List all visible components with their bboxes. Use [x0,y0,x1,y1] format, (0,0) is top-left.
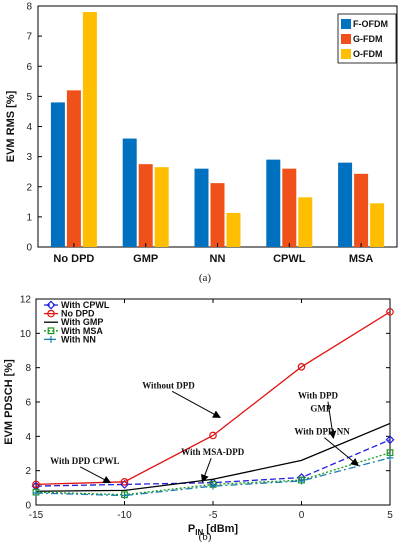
data-point [297,363,306,371]
annotation-arrow [79,466,112,484]
data-point [32,489,40,497]
data-point [47,309,55,318]
bar [282,168,297,247]
data-point [386,308,394,316]
legend-swatch [341,19,351,29]
bar [298,197,313,247]
y-tick-label: 12 [20,295,32,306]
y-axis-label: EVM RMS [%] [5,90,17,162]
category-label: No DPD [53,253,94,265]
bar [226,212,241,247]
y-tick-label: 3 [26,152,32,163]
y-tick-label: 8 [25,363,31,374]
y-tick-label: 10 [20,329,32,340]
y-tick-label: 4 [25,432,31,443]
y-tick-label: 0 [26,243,32,254]
series-line [35,311,391,486]
bar [82,12,97,248]
y-tick-label: 0 [25,501,31,512]
data-point [209,431,217,440]
legend-label: With MSA [61,326,103,336]
data-point [32,480,40,489]
data-point [120,478,129,486]
y-axis-label: EVM PDSCH [%] [3,359,15,445]
bar [194,168,209,247]
line-chart-b: 0 2 4 6 8 10 12 -15 -10 -5 0 5 EVM PDSCH [%] PIN [dBm… [3,295,395,537]
annotation-text: With DPD [298,391,339,401]
y-tick-label: 8 [26,2,32,13]
bar [50,102,65,248]
bar [210,183,225,247]
x-tick-label: 0 [299,510,305,521]
series-line [35,422,391,492]
data-point [47,335,55,343]
legend-label: G-FDM [353,34,383,44]
data-point [298,477,305,485]
category-label: CPWL [273,253,306,265]
y-tick-label: 6 [25,398,31,409]
series-line [35,439,391,487]
category-label: NN [210,253,226,265]
x-tick-label: -5 [209,510,218,521]
caption-b: (b) [199,531,212,543]
annotation-text: With DPD NN [294,427,350,437]
category-label: MSA [349,253,374,265]
legend-label: O-FDM [353,49,383,59]
y-tick-label: 6 [26,62,32,73]
x-tick-label: -10 [117,510,132,521]
bar [138,164,153,247]
legend-label: With CPWL [61,300,110,310]
annotation-text: With DPD CPWL [50,456,119,466]
legend-label: No DPD [61,309,95,319]
x-tick-label: 5 [387,510,393,521]
y-tick-label: 7 [26,32,32,43]
data-point [209,482,217,490]
annotation-arrow [201,458,212,483]
y-tick-label: 4 [26,122,32,133]
bar [154,167,169,247]
x-tick-label: -15 [29,510,44,521]
annotation-text: GMP [310,403,331,413]
x-axis-label: PIN [dBm] [188,523,239,537]
data-point [385,435,395,445]
data-point [386,454,394,462]
bar-chart-a: 0 1 2 3 4 5 6 7 8 No DPD GMP NN CPWL MSA EVM RMS [%] F-… [5,2,398,265]
legend-swatch [341,49,351,59]
y-tick-label: 5 [26,92,32,103]
y-tick-label: 1 [26,212,32,223]
legend-label: With NN [61,334,96,344]
legend-label: F-OFDM [353,19,388,29]
legend-label: With GMP [61,317,103,327]
annotation-text: Without DPD [142,380,195,390]
annotation-text: With MSA-DPD [181,447,245,457]
series-line [35,457,391,497]
annotation-arrow [324,437,359,467]
data-point [46,300,56,310]
category-label: GMP [133,253,158,265]
annotation-arrow [327,401,337,440]
legend-swatch [341,34,351,44]
data-point [121,492,128,500]
bar [370,203,385,247]
bar [338,162,353,247]
bar [354,173,369,247]
bar [122,138,137,247]
annotation-arrow [171,390,221,418]
bar [66,90,81,247]
caption-a: (a) [199,272,212,284]
bar [266,159,281,247]
y-tick-label: 2 [25,466,31,477]
y-tick-label: 2 [26,182,32,193]
data-point [47,327,55,335]
